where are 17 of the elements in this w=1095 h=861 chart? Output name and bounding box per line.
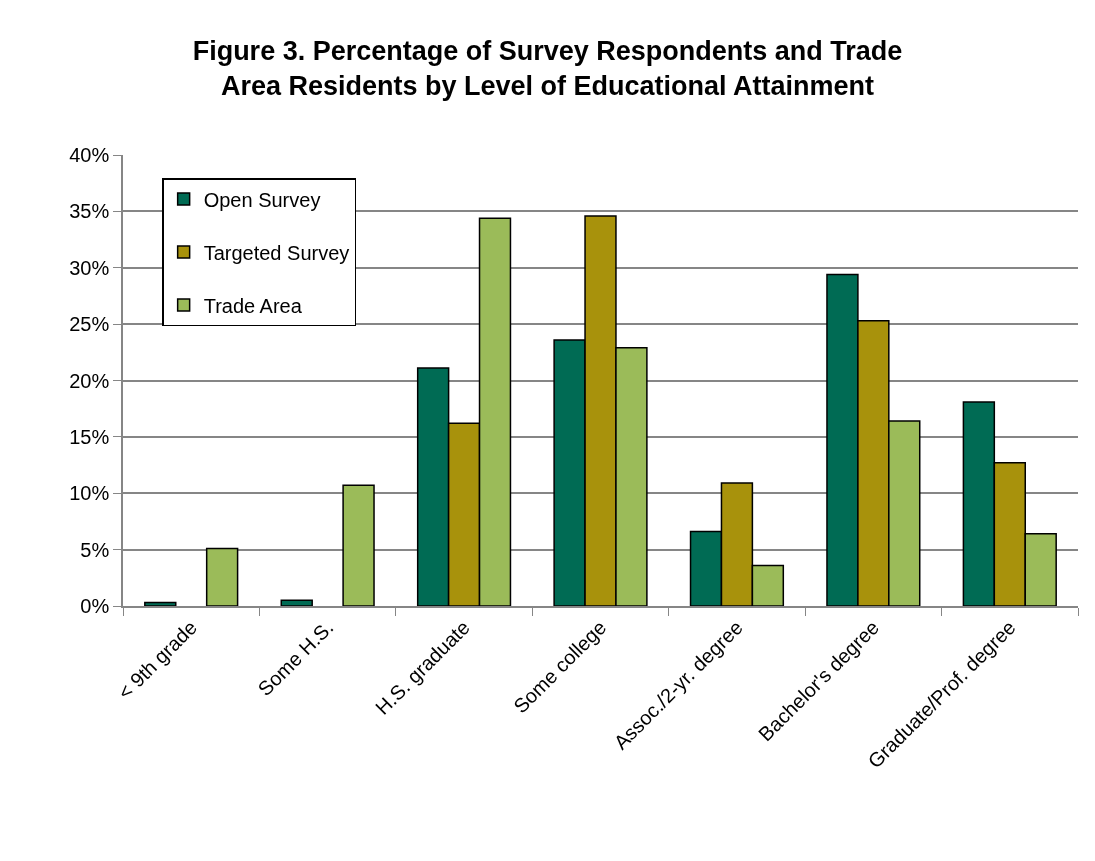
legend-label: Open Survey — [203, 188, 321, 211]
bar — [280, 599, 313, 606]
y-tick-label: 15% — [69, 425, 110, 448]
y-tick-label: 35% — [69, 200, 110, 223]
y-tick-label: 20% — [69, 369, 110, 392]
chart-title: Figure 3. Percentage of Survey Respondents and Trade Area Residents by Level of Educational Attainment — [192, 36, 903, 102]
legend-label: Targeted Survey — [203, 241, 350, 264]
bar — [342, 484, 375, 606]
bar — [144, 601, 177, 606]
y-tick-label: 40% — [69, 144, 110, 166]
y-tick-label: 30% — [69, 256, 110, 279]
y-tick-label: 10% — [69, 482, 110, 505]
y-tick-label: 25% — [69, 313, 110, 336]
legend-label: Trade Area — [203, 294, 303, 317]
bar — [205, 547, 239, 606]
y-tick-label: 5% — [80, 538, 110, 561]
y-tick-label: 0% — [80, 595, 110, 617]
